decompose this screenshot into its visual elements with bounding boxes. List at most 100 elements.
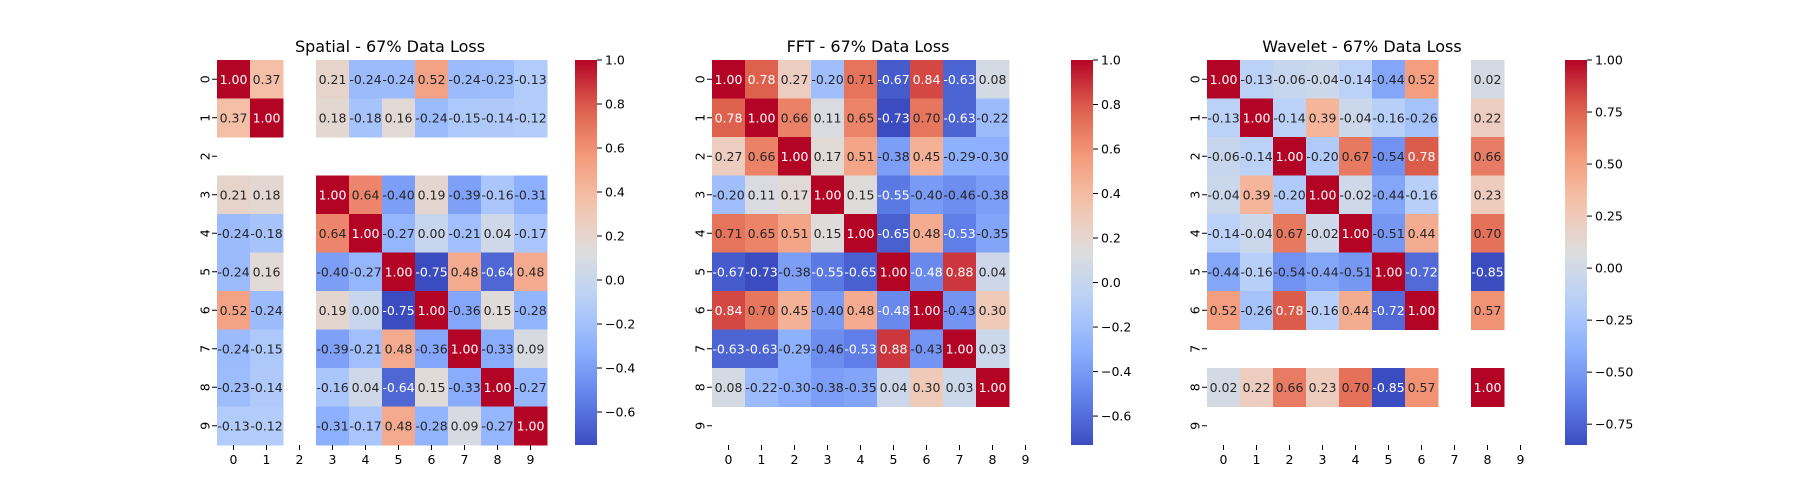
cell-value-label: -0.22 bbox=[745, 380, 777, 395]
cell-value-label: 0.04 bbox=[880, 380, 908, 395]
heatmap-cell bbox=[910, 368, 944, 407]
heatmap-cell bbox=[712, 60, 746, 99]
y-tick-label: 0 bbox=[1187, 75, 1202, 83]
colorbar-tick-label: 0.50 bbox=[1595, 157, 1623, 172]
colorbar-tick-label: 1.0 bbox=[605, 53, 625, 68]
heatmap-cell bbox=[778, 137, 812, 176]
cell-value-label: -0.13 bbox=[217, 418, 249, 433]
x-tick-label: 8 bbox=[1484, 452, 1492, 467]
cell-value-label: -0.35 bbox=[976, 226, 1008, 241]
y-tick-label: 5 bbox=[197, 268, 212, 276]
cell-value-label: 0.11 bbox=[748, 187, 776, 202]
y-tick-label: 3 bbox=[692, 191, 707, 199]
x-tick-label: 2 bbox=[791, 452, 799, 467]
y-tick-label: 2 bbox=[692, 152, 707, 160]
heatmap-cell bbox=[1471, 291, 1505, 330]
cell-value-label: 0.88 bbox=[946, 264, 974, 279]
cell-value-label: -0.23 bbox=[217, 380, 249, 395]
heatmap-cell bbox=[943, 98, 977, 138]
heatmap-cell bbox=[1471, 137, 1505, 176]
heatmap-cell bbox=[1240, 252, 1274, 292]
cell-value-label: 0.04 bbox=[352, 380, 380, 395]
y-tick-label: 9 bbox=[197, 422, 212, 430]
heatmap-cell bbox=[877, 252, 911, 292]
heatmap-cell bbox=[976, 137, 1010, 176]
heatmap-cell bbox=[316, 368, 350, 407]
heatmap-cell bbox=[415, 291, 449, 330]
cell-value-label: -0.54 bbox=[1372, 149, 1404, 164]
heatmap-cell bbox=[316, 406, 350, 446]
heatmap-cell bbox=[448, 98, 482, 138]
cell-value-label: 1.00 bbox=[1243, 110, 1271, 125]
cell-value-label: 0.78 bbox=[1276, 303, 1304, 318]
cell-value-label: 0.57 bbox=[1408, 380, 1436, 395]
heatmap-cell bbox=[1471, 214, 1505, 253]
cell-value-label: 0.15 bbox=[814, 226, 842, 241]
heatmap-cell bbox=[1372, 291, 1406, 330]
colorbar-tick-label: −0.4 bbox=[1101, 364, 1131, 379]
cell-value-label: 0.78 bbox=[715, 110, 743, 125]
cell-value-label: -0.24 bbox=[250, 303, 282, 318]
heatmap-panel-wavelet: Wavelet - 67% Data Loss 1.00 -0.13 -0.06 -0… bbox=[1187, 37, 1633, 467]
heatmap-cell bbox=[877, 60, 911, 99]
cell-value-label: -0.23 bbox=[481, 72, 513, 87]
cell-value-label: -0.21 bbox=[349, 341, 381, 356]
cell-value-label: 0.78 bbox=[748, 72, 776, 87]
x-tick-label: 4 bbox=[362, 452, 370, 467]
cell-value-label: 0.19 bbox=[319, 303, 347, 318]
heatmap-cell bbox=[1306, 60, 1340, 99]
heatmap-cell bbox=[1471, 60, 1505, 99]
heatmap-cell bbox=[1207, 291, 1241, 330]
x-tick-label: 6 bbox=[1418, 452, 1426, 467]
heatmap-cell bbox=[250, 329, 284, 369]
cell-value-label: 1.00 bbox=[913, 303, 941, 318]
cell-value-label: -0.20 bbox=[712, 187, 744, 202]
cell-value-label: -0.33 bbox=[481, 341, 513, 356]
heatmap-cell bbox=[481, 214, 515, 253]
heatmap-cell bbox=[1240, 137, 1274, 176]
heatmap-cells: 1.00 0.37 0.21 -0.24 -0.24 0.52 -0.24 -0.23 -0.1… bbox=[217, 60, 548, 446]
cell-value-label: 0.00 bbox=[352, 303, 380, 318]
cell-value-label: -0.38 bbox=[976, 187, 1008, 202]
cell-value-label: 0.22 bbox=[1474, 110, 1502, 125]
y-tick-label: 1 bbox=[1187, 114, 1202, 122]
cell-value-label: -0.27 bbox=[514, 380, 546, 395]
heatmap-cell bbox=[712, 98, 746, 138]
x-axis: 0 1 2 3 4 5 6 7 8 9 bbox=[725, 445, 1030, 467]
heatmap-cell bbox=[1405, 60, 1439, 99]
cell-value-label: 1.00 bbox=[715, 72, 743, 87]
heatmap-cell bbox=[745, 252, 779, 292]
heatmap-cell bbox=[943, 60, 977, 99]
cell-value-label: 0.30 bbox=[913, 380, 941, 395]
heatmap-cell bbox=[910, 329, 944, 369]
heatmap-cell bbox=[250, 291, 284, 330]
heatmap-cell bbox=[976, 291, 1010, 330]
cell-value-label: -0.53 bbox=[844, 341, 876, 356]
colorbar-tick-label: −0.6 bbox=[1101, 409, 1131, 424]
colorbar-gradient bbox=[1565, 60, 1587, 445]
heatmap-cell bbox=[712, 252, 746, 292]
heatmap-cell bbox=[514, 214, 548, 253]
x-tick-label: 7 bbox=[1451, 452, 1459, 467]
cell-value-label: -0.14 bbox=[1240, 149, 1272, 164]
heatmap-cell bbox=[976, 214, 1010, 253]
heatmap-cell bbox=[448, 406, 482, 446]
heatmap-cell bbox=[1405, 368, 1439, 407]
x-tick-label: 7 bbox=[956, 452, 964, 467]
y-tick-label: 4 bbox=[197, 229, 212, 237]
cell-value-label: 0.48 bbox=[385, 418, 413, 433]
cell-value-label: 0.03 bbox=[946, 380, 974, 395]
cell-value-label: -0.04 bbox=[1306, 72, 1338, 87]
heatmap-cell bbox=[481, 60, 515, 99]
cell-value-label: -0.21 bbox=[448, 226, 480, 241]
cell-value-label: -0.29 bbox=[778, 341, 810, 356]
cell-value-label: 1.00 bbox=[451, 341, 479, 356]
heatmap-cell bbox=[712, 291, 746, 330]
cell-value-label: -0.26 bbox=[1405, 110, 1437, 125]
heatmap-cell bbox=[1339, 291, 1373, 330]
heatmap-cell bbox=[1372, 368, 1406, 407]
heatmap-cell bbox=[712, 175, 746, 215]
x-tick-label: 9 bbox=[1022, 452, 1030, 467]
chart-title: Wavelet - 67% Data Loss bbox=[1262, 37, 1461, 56]
cell-value-label: -0.40 bbox=[382, 187, 414, 202]
